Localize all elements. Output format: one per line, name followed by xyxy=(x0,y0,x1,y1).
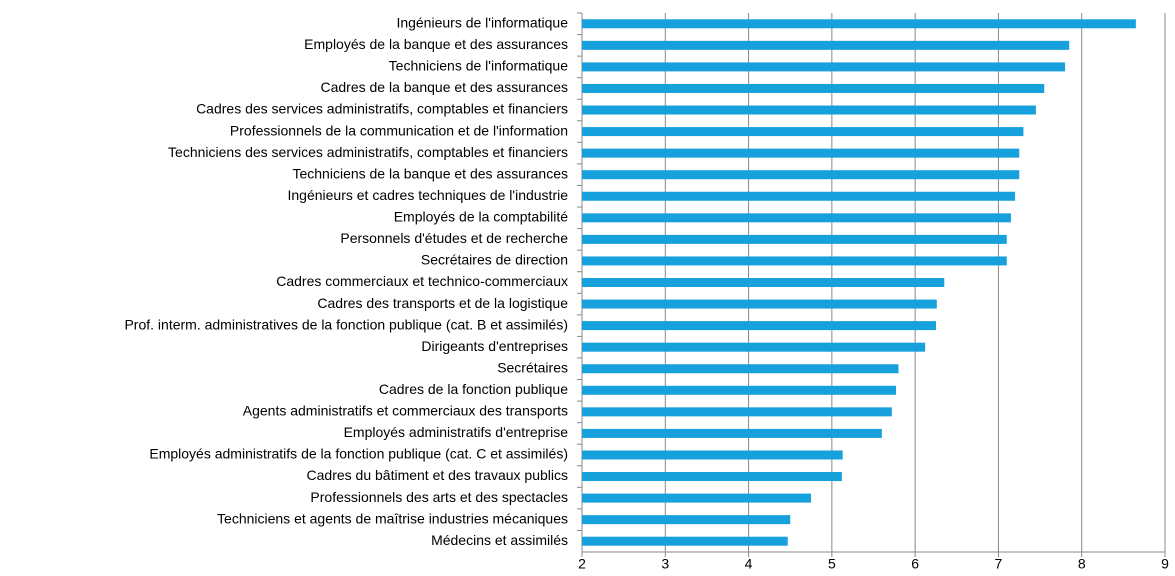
bar xyxy=(582,256,1007,266)
y-tick-label: Employés de la comptabilité xyxy=(394,209,569,225)
x-tick-label: 6 xyxy=(911,556,919,571)
x-tick-label: 9 xyxy=(1161,556,1169,571)
y-tick-label: Techniciens des services administratifs,… xyxy=(168,144,568,160)
y-tick-label: Professionnels des arts et des spectacle… xyxy=(310,489,568,505)
y-tick-label: Ingénieurs de l'informatique xyxy=(396,14,568,30)
x-tick-label: 4 xyxy=(745,556,753,571)
y-tick-label: Dirigeants d'entreprises xyxy=(421,338,568,354)
bar xyxy=(582,191,1016,201)
y-tick-label: Cadres des transports et de la logistiqu… xyxy=(317,295,568,311)
bar xyxy=(582,83,1045,93)
bar xyxy=(582,278,945,287)
bar xyxy=(582,407,892,417)
x-tick-label: 5 xyxy=(828,556,836,571)
y-tick-label: Secrétaires de direction xyxy=(421,252,568,268)
bar xyxy=(582,299,937,309)
y-tick-label: Agents administratifs et commerciaux des… xyxy=(243,403,568,419)
y-tick-label: Médecins et assimilés xyxy=(431,532,568,548)
bar xyxy=(582,213,1011,223)
bar xyxy=(582,364,899,374)
bar xyxy=(582,127,1024,137)
bar xyxy=(582,493,812,503)
y-tick-label: Prof. interm. administratives de la fonc… xyxy=(124,316,568,332)
x-tick-label: 7 xyxy=(995,556,1003,571)
bar xyxy=(582,19,1136,29)
y-tick-label: Professionnels de la communication et de… xyxy=(230,122,568,138)
y-tick-label: Ingénieurs et cadres techniques de l'ind… xyxy=(287,187,568,203)
bar xyxy=(582,536,788,546)
y-tick-label: Cadres commerciaux et technico-commercia… xyxy=(276,273,568,289)
x-tick-label: 3 xyxy=(661,556,669,571)
y-tick-label: Cadres des services administratifs, comp… xyxy=(196,101,568,117)
bar xyxy=(582,321,936,331)
y-tick-label: Cadres du bâtiment et des travaux public… xyxy=(307,467,568,483)
bar xyxy=(582,385,896,395)
y-tick-label: Employés administratifs d'entreprise xyxy=(344,424,569,440)
bar xyxy=(582,450,843,460)
x-tick-label: 2 xyxy=(578,556,586,571)
bar xyxy=(582,515,791,525)
y-tick-label: Personnels d'études et de recherche xyxy=(340,230,568,246)
bar xyxy=(582,40,1070,50)
bar xyxy=(582,234,1007,244)
bar xyxy=(582,170,1020,180)
y-tick-label: Secrétaires xyxy=(497,359,568,375)
y-tick-label: Cadres de la fonction publique xyxy=(379,381,568,397)
y-tick-label: Techniciens et agents de maîtrise indust… xyxy=(217,510,568,526)
bar xyxy=(582,472,842,482)
bar xyxy=(582,62,1066,72)
y-tick-label: Employés administratifs de la fonction p… xyxy=(149,446,568,462)
bar xyxy=(582,342,926,352)
x-tick-label: 8 xyxy=(1078,556,1086,571)
bar xyxy=(582,428,882,438)
y-tick-label: Employés de la banque et des assurances xyxy=(304,36,568,52)
bar xyxy=(582,148,1020,158)
y-tick-label: Cadres de la banque et des assurances xyxy=(321,79,569,95)
y-tick-label: Techniciens de l'informatique xyxy=(389,58,569,74)
y-tick-label: Techniciens de la banque et des assuranc… xyxy=(292,165,568,181)
bar xyxy=(582,105,1036,115)
